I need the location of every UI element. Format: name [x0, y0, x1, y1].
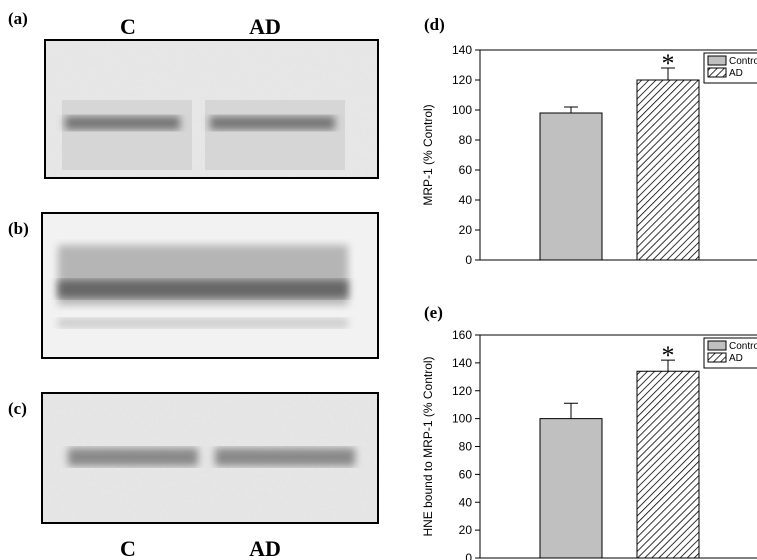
- legend-label: AD: [729, 353, 743, 364]
- legend-label: Control: [729, 56, 757, 67]
- y-tick-label: 140: [452, 356, 472, 370]
- lane-label: AD: [249, 14, 281, 39]
- blot-c: [42, 393, 378, 523]
- y-tick-label: 120: [452, 384, 472, 398]
- panel-label: (b): [8, 219, 29, 238]
- y-tick-label: 120: [452, 73, 472, 87]
- y-tick-label: 140: [452, 43, 472, 57]
- lane-label: AD: [249, 536, 281, 560]
- blot-a: [45, 40, 378, 178]
- y-tick-label: 40: [459, 193, 473, 207]
- y-tick-label: 80: [459, 440, 473, 454]
- y-tick-label: 0: [465, 551, 472, 560]
- figure: (a) (b) (c) C AD C AD (d) MRP-1 (% Contro…: [0, 0, 757, 560]
- panel-label: (d): [424, 15, 445, 34]
- panel-label: (a): [8, 9, 28, 28]
- lane-label: C: [120, 14, 136, 39]
- y-tick-label: 20: [459, 223, 473, 237]
- y-tick-label: 40: [459, 495, 473, 509]
- legend-swatch: [708, 341, 726, 350]
- y-axis-label: HNE bound to MRP-1 (% Control): [421, 356, 435, 536]
- y-axis-label: MRP-1 (% Control): [421, 104, 435, 205]
- y-tick-label: 80: [459, 133, 473, 147]
- legend-label: Control: [729, 341, 757, 352]
- error-bar: [564, 107, 578, 113]
- legend-swatch: [708, 353, 726, 362]
- legend-swatch: [708, 56, 726, 65]
- error-bar: [564, 403, 578, 418]
- y-tick-label: 60: [459, 163, 473, 177]
- y-tick-label: 0: [465, 253, 472, 267]
- annotation: *: [662, 49, 675, 78]
- bar: [540, 113, 602, 260]
- panel-label: (c): [8, 399, 27, 418]
- annotation: *: [662, 341, 675, 370]
- bar: [637, 80, 699, 260]
- legend-label: AD: [729, 68, 743, 79]
- y-tick-label: 100: [452, 103, 472, 117]
- lane-label: C: [120, 536, 136, 560]
- legend-swatch: [708, 68, 726, 77]
- blot-b: [42, 213, 378, 358]
- y-tick-label: 160: [452, 328, 472, 342]
- bar: [540, 419, 602, 558]
- bar: [637, 371, 699, 558]
- y-tick-label: 100: [452, 412, 472, 426]
- panel-label: (e): [424, 303, 443, 322]
- y-tick-label: 20: [459, 523, 473, 537]
- y-tick-label: 60: [459, 467, 473, 481]
